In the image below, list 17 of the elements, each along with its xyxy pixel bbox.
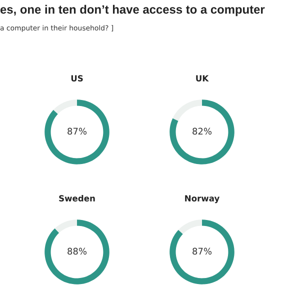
donut-slice <box>44 220 110 284</box>
data-label: 87% <box>192 248 212 255</box>
donut-slice <box>172 100 202 121</box>
donut-slice <box>54 220 77 233</box>
donut-slice <box>170 100 234 164</box>
chart-title: US <box>71 75 83 82</box>
donut-slice <box>44 100 110 164</box>
chart-title: UK <box>196 75 209 82</box>
donut-slice <box>170 220 234 284</box>
data-label: 88% <box>68 248 87 255</box>
donut-slice <box>53 100 77 114</box>
chart-title: Sweden <box>59 195 95 202</box>
data-label: 87% <box>68 128 87 135</box>
chart-title: Norway <box>185 195 220 204</box>
chart-subtitle: es, one in ten don’t have access to a computer <box>0 4 265 16</box>
data-label: 82% <box>192 128 212 135</box>
donut-slice <box>178 220 202 234</box>
